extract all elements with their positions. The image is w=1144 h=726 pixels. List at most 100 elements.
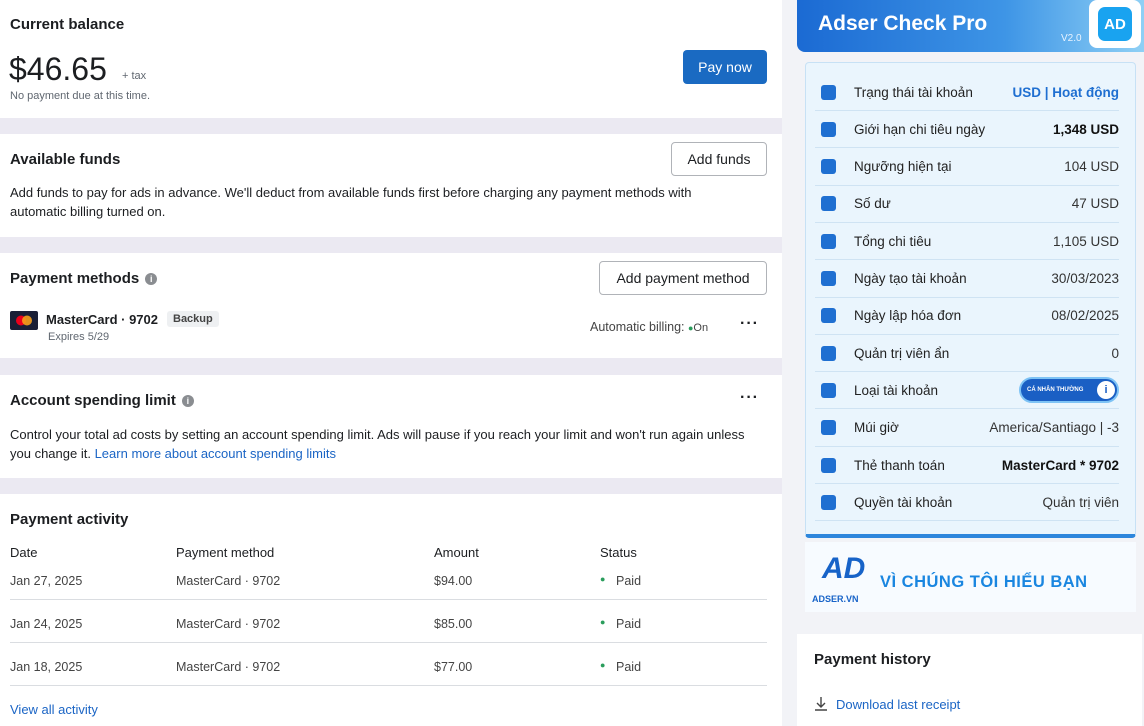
row-value: Quản trị viên	[1042, 494, 1119, 510]
info-row: Thẻ thanh toán MasterCard * 9702	[815, 447, 1119, 484]
row-icon	[821, 382, 836, 398]
info-row: Loại tài khoản CÁ NHÂN THƯỜNG i	[815, 372, 1119, 410]
billing-status: On	[693, 322, 709, 334]
cell: Paid	[616, 574, 642, 588]
row-icon	[821, 196, 836, 212]
cell: Paid	[616, 617, 642, 631]
history-card	[797, 634, 1142, 726]
badge: Backup	[167, 311, 219, 327]
banner	[805, 542, 1136, 612]
payment-methods-card: Payment methods i Add payment method Mast…	[0, 253, 782, 358]
description: Control your total ad costs by setting a…	[10, 427, 745, 461]
title: Current balance	[10, 16, 125, 33]
cell: MasterCard · 9702	[176, 660, 281, 674]
row-value: 0	[1111, 345, 1119, 361]
row-value: 08/02/2025	[1051, 308, 1119, 324]
row-label: Ngưỡng hiện tại	[854, 159, 952, 175]
row-label: Quyền tài khoản	[854, 494, 953, 510]
cell: MasterCard · 9702	[176, 617, 281, 631]
status-dot: ●	[600, 574, 606, 584]
add-funds-button[interactable]: Add funds	[671, 142, 767, 176]
row-icon	[821, 84, 836, 100]
info-row: Quyền tài khoản Quản trị viên	[815, 484, 1119, 522]
mastercard-icon	[10, 311, 38, 330]
balance-card: Current balance $46.65 + tax No payment …	[0, 0, 782, 118]
row-value: 1,105 USD	[1052, 233, 1119, 249]
row-value: America/Santiago | -3	[989, 420, 1119, 436]
amount: $46.65	[9, 51, 107, 87]
title: Available funds	[10, 151, 121, 168]
extension-header	[797, 0, 1144, 52]
row-icon	[821, 494, 836, 510]
row-icon	[821, 271, 836, 286]
extension-logo: AD	[1089, 0, 1141, 48]
download-icon	[815, 697, 827, 711]
view-all-link[interactable]: View all activity	[10, 702, 98, 717]
row-value: 47 USD	[1071, 196, 1119, 212]
title: Payment activity	[10, 511, 129, 528]
more-button[interactable]: ···	[740, 315, 759, 332]
cell: $77.00	[434, 660, 473, 674]
column-header: Amount	[434, 545, 479, 560]
row-label: Giới hạn chi tiêu ngày	[854, 121, 986, 137]
row-icon	[821, 457, 836, 473]
cell: $94.00	[434, 574, 473, 588]
row-icon	[821, 159, 836, 175]
pay-button[interactable]: Pay now	[683, 50, 767, 84]
row-label: Ngày tạo tài khoản	[854, 271, 967, 286]
cell: Jan 18, 2025	[10, 660, 83, 674]
row-value: MasterCard * 9702	[1001, 457, 1119, 473]
row-divider	[10, 599, 767, 600]
brand: ADSER.VN	[812, 594, 859, 604]
billing: Automatic billing: ●On	[590, 320, 709, 334]
row-label: Tổng chi tiêu	[854, 233, 932, 249]
title-row: Payment methods i	[10, 270, 158, 287]
account-type-toggle[interactable]: CÁ NHÂN THƯỜNG i	[1019, 377, 1119, 404]
row-label: Thẻ thanh toán	[854, 457, 945, 473]
column-header: Payment method	[176, 545, 275, 560]
info-icon[interactable]: i	[181, 395, 194, 407]
row-label: Trạng thái tài khoản	[854, 84, 973, 100]
download-link[interactable]: Download last receipt	[836, 697, 961, 712]
info-row: Ngưỡng hiện tại 104 USD	[815, 149, 1119, 186]
add-method-button[interactable]: Add payment method	[599, 261, 767, 295]
status-dot: ●	[600, 617, 606, 627]
extension-panel	[805, 62, 1136, 538]
row-label: Ngày lập hóa đơn	[854, 308, 962, 324]
learn-more-link[interactable]: Learn more about account spending limits	[94, 446, 336, 461]
info-row: Ngày tạo tài khoản 30/03/2023	[815, 261, 1119, 298]
info-icon[interactable]: i	[145, 273, 158, 285]
account-type: CÁ NHÂN THƯỜNG	[1027, 387, 1084, 394]
info-row: Múi giờ America/Santiago | -3	[815, 410, 1119, 447]
card-name: MasterCard · 9702	[46, 312, 158, 327]
version: V2.0	[1061, 33, 1082, 44]
history-title: Payment history	[814, 651, 931, 668]
title: Payment methods	[10, 270, 140, 287]
row-icon	[821, 308, 836, 324]
banner-logo: AD	[822, 552, 866, 585]
more-button[interactable]: ···	[740, 389, 759, 406]
spending-limit-card: Account spending limit i ··· Control your…	[0, 375, 782, 478]
info-row: Quản trị viên ẩn 0	[815, 335, 1119, 373]
cell: Jan 27, 2025	[10, 574, 83, 588]
row-icon	[821, 420, 836, 436]
cell: Paid	[616, 660, 642, 674]
row-divider	[10, 642, 767, 643]
info-row: Trạng thái tài khoản USD | Hoạt động	[815, 74, 1119, 111]
row-icon	[821, 233, 836, 249]
cell: $85.00	[434, 617, 473, 631]
info-row: Số dư 47 USD	[815, 186, 1119, 223]
activity-card: Payment activity View all activity Date P…	[0, 494, 782, 726]
slogan: VÌ CHÚNG TÔI HIỂU BẠN	[880, 573, 1088, 591]
title-row: Account spending limit i	[10, 392, 194, 409]
cell: MasterCard · 9702	[176, 574, 281, 588]
row-divider	[10, 685, 767, 686]
billing-label: Automatic billing:	[590, 320, 685, 334]
cell: Jan 24, 2025	[10, 617, 83, 631]
toggle-knob: i	[1097, 381, 1115, 400]
description-block: Control your total ad costs by setting a…	[10, 425, 750, 463]
row-icon	[821, 345, 836, 361]
row-value: 104 USD	[1064, 159, 1119, 175]
note: No payment due at this time.	[10, 90, 151, 102]
